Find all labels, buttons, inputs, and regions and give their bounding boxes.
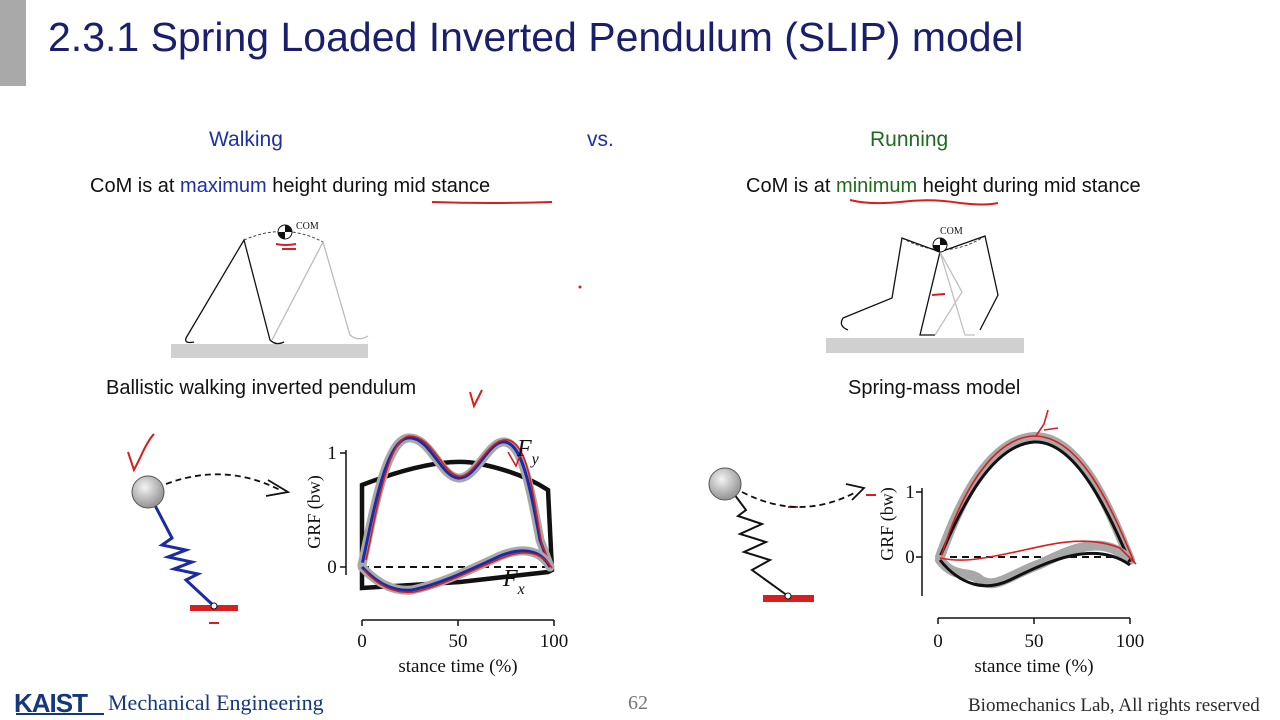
running-model-caption: Spring-mass model xyxy=(848,377,1021,399)
running-y-tick-1: 1 xyxy=(905,482,915,503)
running-com-label: COM xyxy=(940,226,963,237)
running-fx-curve xyxy=(938,551,1131,588)
running-statement-suffix: height during mid stance xyxy=(917,175,1141,197)
running-header: Running xyxy=(870,128,949,151)
walking-arc-arrow xyxy=(165,473,281,491)
walking-statement: CoM is at maximum height during mid stan… xyxy=(90,175,490,198)
walking-header: Walking xyxy=(209,128,283,151)
running-com-icon xyxy=(932,237,948,253)
running-gait-diagram: COM xyxy=(826,226,1024,353)
walking-y-tick-1: 1 xyxy=(327,443,337,464)
running-y-tick-0: 0 xyxy=(905,547,915,568)
walking-com-label: COM xyxy=(296,221,319,232)
walking-model-caption: Ballistic walking inverted pendulum xyxy=(106,377,417,399)
running-grf-chart: 1 0 0 50 100 stance time (%) GRF (bw) xyxy=(877,409,1145,677)
footer-department: Mechanical Engineering xyxy=(108,690,324,715)
walking-grf-chart: 1 0 0 50 100 stance time (%) GRF (bw) Fy… xyxy=(304,433,569,677)
walking-y-axis-label: GRF (bw) xyxy=(304,475,325,549)
running-fy-curve xyxy=(938,440,1132,563)
walking-mass-ball xyxy=(131,475,165,509)
walking-fy-curve xyxy=(360,436,552,568)
running-arc-arrow xyxy=(741,491,857,508)
walking-statement-highlight: maximum xyxy=(180,175,267,197)
ink-annotations xyxy=(127,199,999,624)
running-ground xyxy=(826,338,1024,353)
walking-x-tick-100: 100 xyxy=(540,631,569,652)
walking-statement-suffix: height during mid stance xyxy=(266,175,491,197)
running-mass-ball xyxy=(708,467,742,501)
walking-y-tick-0: 0 xyxy=(327,557,337,578)
page-number: 62 xyxy=(628,692,648,714)
walking-pendulum-model xyxy=(131,473,291,611)
walking-x-axis-label: stance time (%) xyxy=(398,656,517,677)
running-x-tick-100: 100 xyxy=(1116,631,1145,652)
vs-label: vs. xyxy=(587,128,614,151)
running-x-tick-50: 50 xyxy=(1025,631,1044,652)
running-x-axis-label: stance time (%) xyxy=(974,656,1093,677)
walking-fx-curve xyxy=(360,549,552,592)
slide-title: 2.3.1 Spring Loaded Inverted Pendulum (S… xyxy=(48,14,1024,60)
walking-com-icon xyxy=(277,224,293,240)
running-statement-prefix: CoM is at xyxy=(746,175,837,197)
walking-ground xyxy=(171,344,368,358)
walking-statement-prefix: CoM is at xyxy=(90,175,181,197)
running-spring-model xyxy=(708,467,866,602)
walking-fx-label: Fx xyxy=(502,566,525,598)
footer-rights: Biomechanics Lab, All rights reserved xyxy=(968,695,1260,716)
walking-x-tick-0: 0 xyxy=(357,631,367,652)
walking-x-tick-50: 50 xyxy=(449,631,468,652)
title-accent-bar xyxy=(0,0,26,86)
running-fx-band xyxy=(935,540,1130,589)
walking-fy-label: Fy xyxy=(516,436,540,468)
running-statement-highlight: minimum xyxy=(836,175,918,197)
running-x-tick-0: 0 xyxy=(933,631,943,652)
logo-underline xyxy=(16,713,104,715)
running-statement: CoM is at minimum height during mid stan… xyxy=(746,175,1141,198)
walking-gait-diagram: COM xyxy=(171,221,369,358)
running-y-axis-label: GRF (bw) xyxy=(877,487,898,561)
